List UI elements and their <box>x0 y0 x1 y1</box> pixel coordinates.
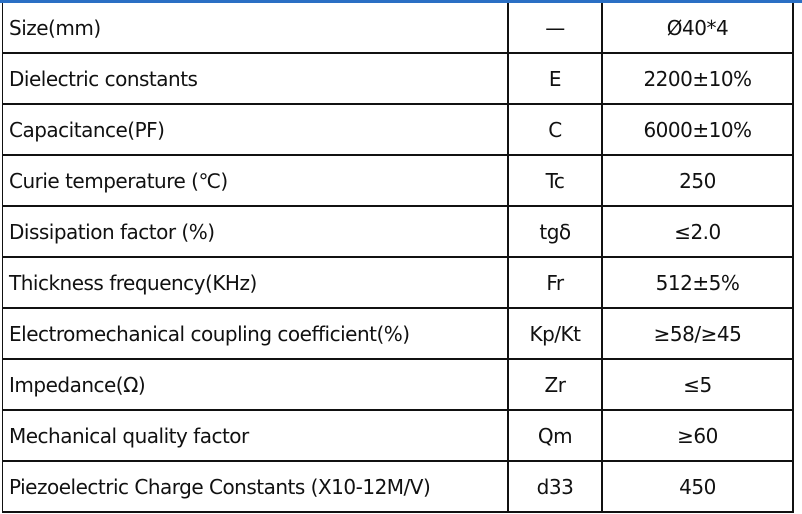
parameter-cell: Mechanical quality factor <box>2 409 509 462</box>
value-cell: ≥60 <box>601 409 794 462</box>
value-cell: ≥58/≥45 <box>601 307 794 360</box>
symbol-cell: E <box>507 52 603 105</box>
symbol-cell: Kp/Kt <box>507 307 603 360</box>
symbol-cell: Fr <box>507 256 603 309</box>
parameter-cell: Dielectric constants <box>2 52 509 105</box>
table-row: Dissipation factor (%) tgδ ≤2.0 <box>2 205 794 258</box>
parameter-cell: Curie temperature (℃) <box>2 154 509 207</box>
table-row: Capacitance(PF) C 6000±10% <box>2 103 794 156</box>
table-row: Dielectric constants E 2200±10% <box>2 52 794 105</box>
value-cell: ≤5 <box>601 358 794 411</box>
top-strip <box>0 0 802 3</box>
value-cell: Ø40*4 <box>601 3 794 54</box>
parameter-cell: Size(mm) <box>2 3 509 54</box>
symbol-cell: Qm <box>507 409 603 462</box>
table-row: Curie temperature (℃) Tc 250 <box>2 154 794 207</box>
table-row: Piezoelectric Charge Constants (X10-12M/… <box>2 460 794 513</box>
symbol-cell: — <box>507 3 603 54</box>
symbol-cell: C <box>507 103 603 156</box>
value-cell: 2200±10% <box>601 52 794 105</box>
symbol-cell: Zr <box>507 358 603 411</box>
value-cell: ≤2.0 <box>601 205 794 258</box>
parameter-cell: Impedance(Ω) <box>2 358 509 411</box>
symbol-cell: Tc <box>507 154 603 207</box>
parameter-cell: Capacitance(PF) <box>2 103 509 156</box>
spec-table: Size(mm) — Ø40*4 Dielectric constants E 2200±… <box>2 3 794 513</box>
table-row: Size(mm) — Ø40*4 <box>2 3 794 54</box>
table-row: Mechanical quality factor Qm ≥60 <box>2 409 794 462</box>
parameter-cell: Electromechanical coupling coefficient(%… <box>2 307 509 360</box>
value-cell: 6000±10% <box>601 103 794 156</box>
parameter-cell: Dissipation factor (%) <box>2 205 509 258</box>
parameter-cell: Piezoelectric Charge Constants (X10-12M/… <box>2 460 509 513</box>
table-row: Electromechanical coupling coefficient(%… <box>2 307 794 360</box>
table-row: Thickness frequency(KHz) Fr 512±5% <box>2 256 794 309</box>
value-cell: 450 <box>601 460 794 513</box>
value-cell: 250 <box>601 154 794 207</box>
value-cell: 512±5% <box>601 256 794 309</box>
table-row: Impedance(Ω) Zr ≤5 <box>2 358 794 411</box>
symbol-cell: d33 <box>507 460 603 513</box>
parameter-cell: Thickness frequency(KHz) <box>2 256 509 309</box>
symbol-cell: tgδ <box>507 205 603 258</box>
